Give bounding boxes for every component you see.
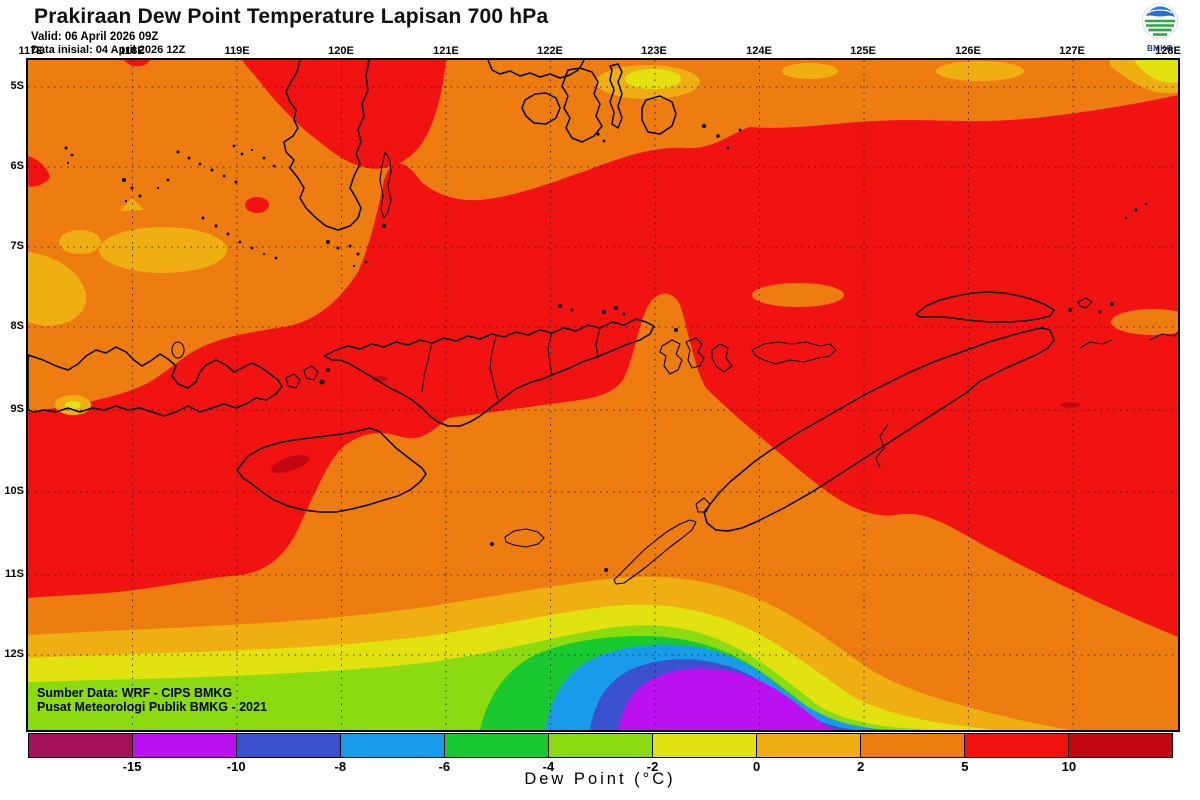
colorbar-tick-label: 0 (753, 759, 761, 774)
colorbar-tick-label: -6 (438, 759, 451, 774)
lon-tick-label: 117E (18, 45, 44, 57)
lon-tick-label: 126E (955, 45, 981, 57)
lon-tick-label: 127E (1059, 45, 1085, 57)
map-area (26, 58, 1180, 732)
graticule-grid (28, 60, 1178, 730)
colorbar-segment (237, 734, 341, 757)
bmkg-logo-icon (1142, 3, 1178, 39)
colorbar-segment (757, 734, 861, 757)
lat-tick-label: 8S (10, 320, 24, 332)
valid-time-label: Valid: 06 April 2026 09Z (31, 31, 159, 43)
lon-tick-label: 124E (746, 45, 772, 57)
colorbar-tick-label: -4 (542, 759, 555, 774)
colorbar-segment (341, 734, 445, 757)
colorbar-segment (1069, 734, 1172, 757)
credit-source-line: Sumber Data: WRF - CIPS BMKG (37, 686, 233, 700)
page-title: Prakiraan Dew Point Temperature Lapisan … (34, 5, 549, 28)
lon-tick-label: 119E (224, 45, 250, 57)
colorbar-title: Dew Point (°C) (524, 770, 676, 788)
lat-tick-label: 10S (4, 485, 24, 497)
lon-tick-label: 118E (119, 45, 145, 57)
lat-tick-label: 6S (10, 160, 24, 172)
colorbar-segment (965, 734, 1069, 757)
colorbar-segment (133, 734, 237, 757)
lon-tick-label: 122E (537, 45, 563, 57)
lat-tick-label: 5S (10, 80, 24, 92)
field-cold-core-magenta (618, 668, 835, 730)
coastlines (28, 60, 1178, 585)
colorbar-tick-label: 5 (961, 759, 969, 774)
bmkg-logo-label: BMKG (1146, 44, 1174, 53)
credit-publisher-line: Pusat Meteorologi Publik BMKG - 2021 (37, 700, 267, 714)
lon-tick-label: 128E (1155, 45, 1181, 57)
colorbar-segment (549, 734, 653, 757)
init-time-label: Data inisial: 04 April 2026 12Z (31, 44, 186, 56)
colorbar-segment (861, 734, 965, 757)
colorbar-segment (29, 734, 133, 757)
colorbar-tick-label: 2 (857, 759, 865, 774)
bmkg-logo: BMKG (1138, 2, 1182, 53)
colorbar-ticks: -15 -10 -8 -6 -4 -2 0 2 5 10 (28, 759, 1173, 775)
lat-tick-label: 12S (4, 648, 24, 660)
colorbar-tick-label: -10 (226, 759, 246, 774)
colorbar-tick-label: 10 (1061, 759, 1077, 774)
colorbar-segment (445, 734, 549, 757)
map-canvas (28, 60, 1178, 730)
lat-tick-label: 9S (10, 403, 24, 415)
field-red-main (28, 95, 1178, 637)
colorbar-tick-label: -8 (334, 759, 347, 774)
map-credit: Sumber Data: WRF - CIPS BMKG Pusat Meteo… (37, 686, 267, 714)
lon-tick-label: 120E (328, 45, 354, 57)
colorbar-tick-label: -2 (646, 759, 659, 774)
lat-tick-label: 11S (5, 568, 24, 580)
lon-tick-label: 123E (641, 45, 667, 57)
lon-tick-label: 125E (850, 45, 876, 57)
lat-tick-label: 7S (10, 240, 24, 252)
colorbar-segment (653, 734, 757, 757)
colorbar-tick-label: -15 (122, 759, 142, 774)
lon-tick-label: 121E (433, 45, 459, 57)
colorbar-strip (28, 733, 1173, 758)
